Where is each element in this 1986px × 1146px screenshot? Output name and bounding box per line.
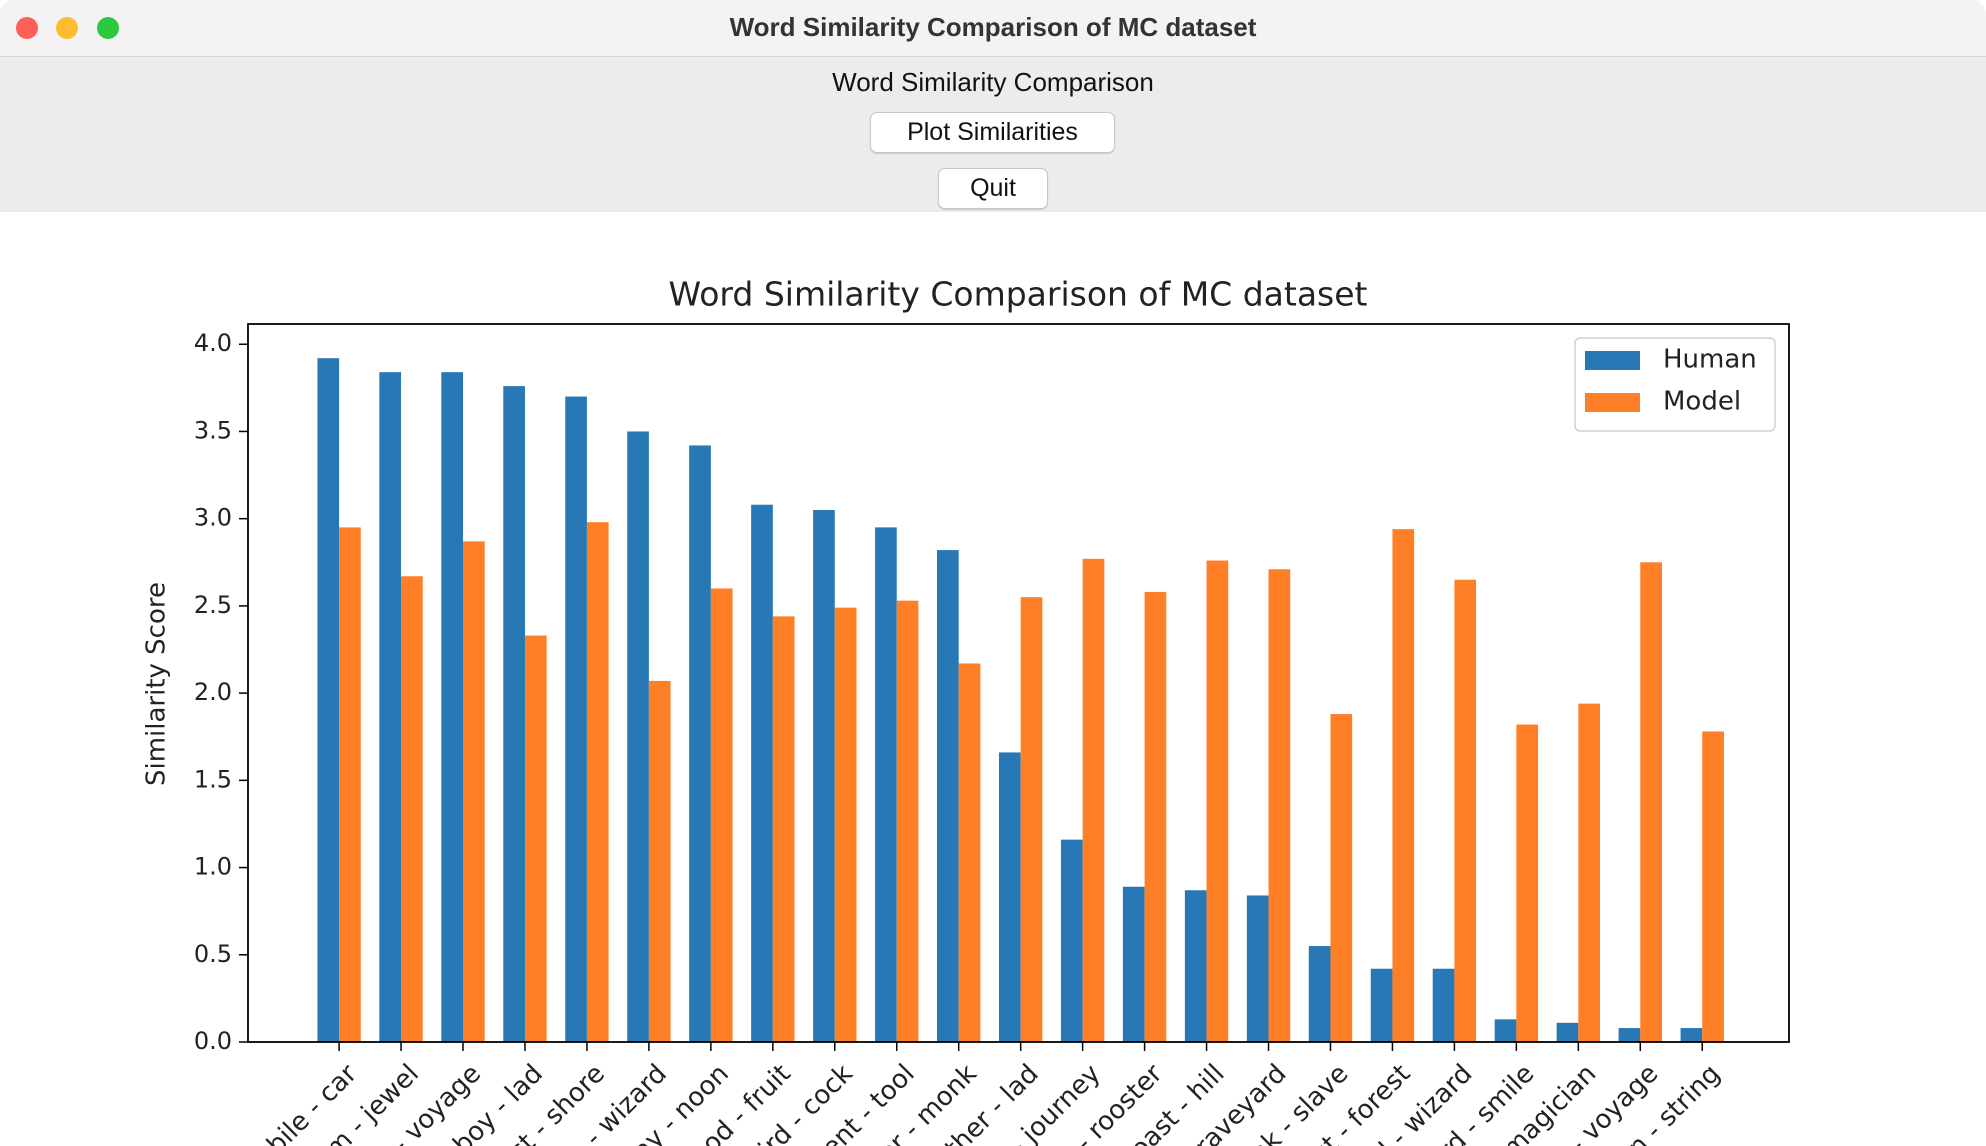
bar — [1060, 839, 1083, 1042]
bar — [937, 550, 959, 1042]
window-title: Word Similarity Comparison of MC dataset — [729, 12, 1257, 42]
bar — [1392, 529, 1415, 1042]
bar — [896, 600, 919, 1042]
bar — [586, 522, 609, 1042]
bar — [1494, 1019, 1517, 1042]
quit-button[interactable]: Quit — [938, 168, 1048, 209]
bar — [1702, 731, 1724, 1042]
bar — [1330, 714, 1353, 1042]
bar — [401, 576, 423, 1042]
y-axis-label: Similarity Score — [142, 582, 172, 786]
close-button[interactable] — [16, 17, 38, 39]
bar — [1556, 1022, 1579, 1042]
legend-label: Model — [1663, 387, 1741, 417]
bar — [1308, 946, 1331, 1042]
bar — [751, 504, 773, 1043]
header-label: Word Similarity Comparison — [832, 67, 1154, 97]
bar — [627, 431, 649, 1042]
legend-swatch — [1585, 351, 1640, 370]
bar — [565, 396, 587, 1043]
bar — [1640, 562, 1662, 1042]
chart-title: Word Similarity Comparison of MC dataset — [669, 275, 1368, 314]
bar — [834, 607, 857, 1042]
control-panel: Word Similarity Comparison Plot Similari… — [0, 57, 1986, 212]
bar — [1184, 890, 1207, 1042]
plot-button[interactable]: Plot Similarities — [870, 112, 1115, 153]
bar — [503, 386, 525, 1042]
bar — [1082, 558, 1105, 1042]
bar — [689, 445, 711, 1042]
bar — [772, 616, 795, 1042]
bar — [998, 752, 1021, 1042]
minimize-button[interactable] — [56, 17, 78, 39]
bar — [875, 527, 897, 1042]
bar — [1206, 560, 1229, 1042]
y-tick-label: 2.0 — [194, 678, 232, 706]
legend-swatch — [1585, 393, 1640, 412]
bar — [1246, 895, 1269, 1042]
bar — [339, 527, 361, 1042]
bar — [1020, 597, 1043, 1042]
bar — [1432, 968, 1455, 1042]
plot-frame — [247, 323, 1790, 1043]
y-tick-label: 3.5 — [194, 416, 232, 444]
y-tick-label: 1.5 — [194, 765, 232, 793]
y-tick-label: 2.5 — [194, 591, 232, 619]
bar — [441, 372, 464, 1042]
bar — [379, 372, 402, 1042]
chart: Word Similarity Comparison of MC dataset… — [142, 275, 1790, 1146]
bar — [317, 358, 340, 1042]
bar — [1454, 579, 1477, 1042]
bar — [648, 680, 671, 1042]
title-bar: Word Similarity Comparison of MC dataset — [0, 0, 1986, 57]
y-tick-label: 3.0 — [194, 504, 232, 532]
bar — [1144, 591, 1167, 1042]
bar — [1122, 886, 1145, 1042]
bar — [1578, 703, 1601, 1042]
bar — [463, 541, 485, 1042]
bar — [1680, 1028, 1703, 1042]
y-tick-label: 0.0 — [194, 1027, 232, 1055]
y-tick-label: 1.0 — [194, 853, 232, 881]
bar — [1618, 1028, 1641, 1042]
y-tick-label: 0.5 — [194, 940, 232, 968]
bar — [1268, 569, 1291, 1042]
bar — [1370, 968, 1393, 1042]
bar — [958, 663, 981, 1042]
bar — [524, 635, 547, 1042]
bar — [1516, 724, 1539, 1042]
zoom-button[interactable] — [97, 17, 119, 39]
bar — [710, 588, 733, 1042]
y-tick-label: 4.0 — [194, 329, 232, 357]
bar — [813, 509, 835, 1042]
legend-label: Human — [1663, 345, 1757, 375]
